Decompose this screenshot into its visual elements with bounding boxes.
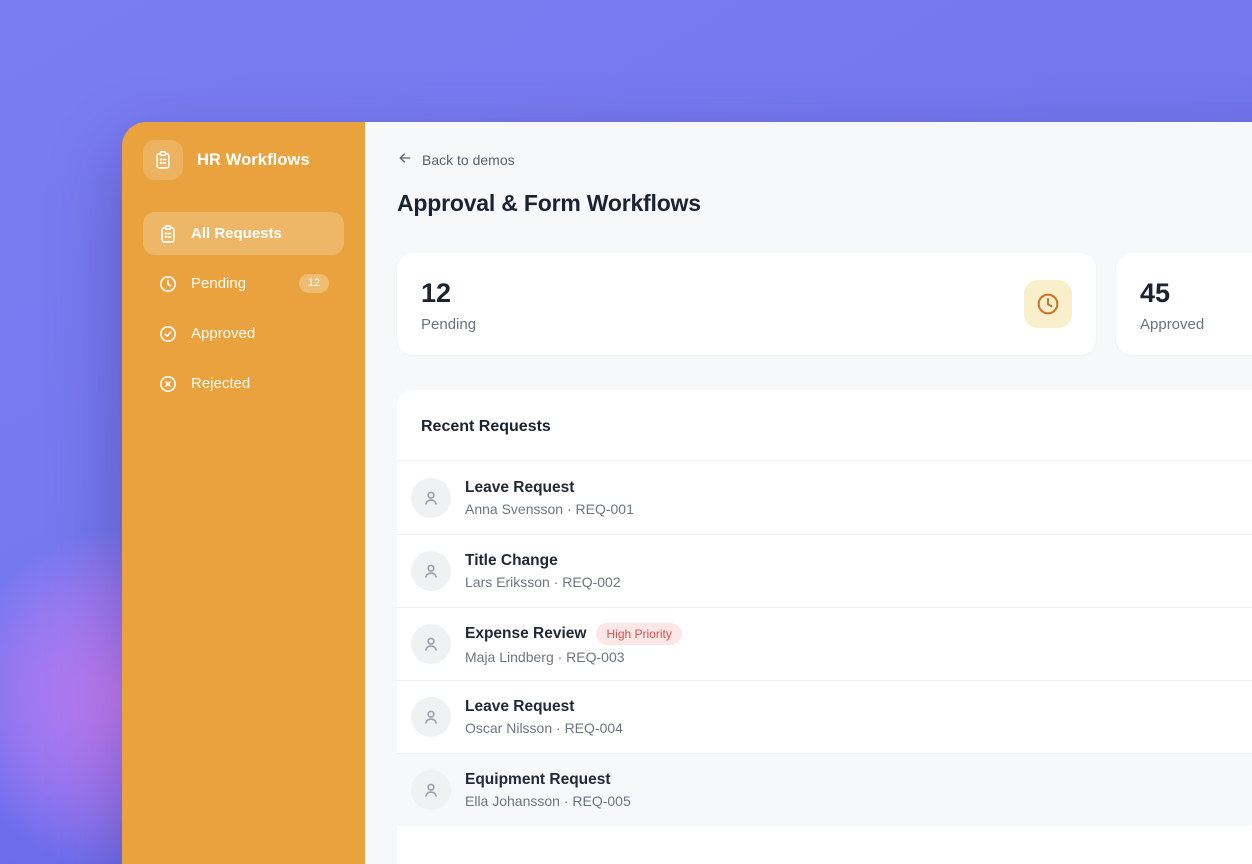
- request-meta: Oscar Nilsson · REQ-004: [465, 720, 623, 736]
- page-title: Approval & Form Workflows: [397, 190, 701, 216]
- recent-requests-heading: Recent Requests: [397, 390, 1252, 461]
- clock-icon: [1024, 280, 1072, 328]
- request-text: Equipment Request Ella Johansson · REQ-0…: [465, 771, 631, 809]
- back-link-label: Back to demos: [422, 151, 515, 168]
- request-title: Leave Request: [465, 478, 575, 496]
- request-row[interactable]: Title Change Lars Eriksson · REQ-002: [397, 534, 1252, 607]
- clock-icon: [158, 274, 178, 294]
- request-title: Leave Request: [465, 698, 575, 715]
- request-title: Expense Review: [465, 625, 587, 642]
- request-meta: Ella Johansson · REQ-005: [465, 793, 631, 809]
- request-row[interactable]: Leave Request Oscar Nilsson · REQ-004: [397, 680, 1252, 753]
- stat-value: 45: [1140, 278, 1171, 308]
- request-text: Title Change Lars Eriksson · REQ-002: [465, 552, 621, 590]
- sidebar-item-pending[interactable]: Pending 12: [143, 262, 344, 305]
- request-row[interactable]: Expense Review High Priority Maja Lindbe…: [397, 607, 1252, 680]
- sidebar-nav: All Requests Pending 12: [143, 212, 344, 405]
- brand-label: HR Workflows: [197, 150, 310, 169]
- person-icon: [411, 477, 451, 518]
- stat-value: 12: [421, 278, 452, 308]
- clipboard-icon: [143, 140, 183, 180]
- x-circle-icon: [158, 374, 178, 394]
- app-window: HR Workflows All Requests: [122, 122, 1252, 864]
- stat-label: Pending: [421, 316, 477, 333]
- request-row[interactable]: Leave Request Anna Svensson · REQ-001: [397, 461, 1252, 534]
- request-title: Equipment Request: [465, 771, 611, 788]
- recent-requests-card: Recent Requests Leave Request Anna Svens…: [397, 390, 1252, 864]
- request-meta: Lars Eriksson · REQ-002: [465, 574, 621, 590]
- brand: HR Workflows: [143, 140, 344, 180]
- request-text: Leave Request Anna Svensson · REQ-001: [465, 479, 634, 517]
- sidebar-item-rejected[interactable]: Rejected: [143, 362, 344, 405]
- request-meta: Anna Svensson · REQ-001: [465, 500, 634, 517]
- sidebar-item-all-requests[interactable]: All Requests: [143, 212, 344, 255]
- back-link[interactable]: Back to demos: [397, 150, 515, 169]
- pending-count-badge: 12: [298, 274, 329, 293]
- sidebar: HR Workflows All Requests: [122, 122, 365, 864]
- person-icon: [411, 551, 451, 591]
- request-text: Expense Review High Priority Maja Lindbe…: [465, 623, 682, 665]
- sidebar-item-label: Pending: [191, 275, 247, 292]
- arrow-left-icon: [397, 150, 413, 169]
- high-priority-badge: High Priority: [596, 623, 682, 645]
- stat-card-approved: 45 Approved: [1116, 253, 1252, 355]
- request-meta: Maja Lindberg · REQ-003: [465, 649, 625, 665]
- stat-label: Approved: [1140, 316, 1205, 333]
- person-icon: [411, 697, 451, 737]
- sidebar-item-label: Approved: [191, 325, 256, 342]
- request-row[interactable]: Equipment Request Ella Johansson · REQ-0…: [397, 753, 1252, 826]
- clipboard-icon: [158, 224, 178, 244]
- sidebar-item-approved[interactable]: Approved: [143, 312, 344, 355]
- check-circle-icon: [158, 324, 178, 344]
- request-title: Title Change: [465, 552, 558, 569]
- request-text: Leave Request Oscar Nilsson · REQ-004: [465, 698, 623, 736]
- stats-row: 12 Pending 45 Approved: [397, 253, 1252, 355]
- sidebar-item-label: All Requests: [191, 225, 282, 242]
- sidebar-item-label: Rejected: [191, 375, 251, 392]
- person-icon: [411, 770, 451, 810]
- stat-card-pending: 12 Pending: [397, 253, 1096, 355]
- person-icon: [411, 624, 451, 664]
- main-content: Back to demos Approval & Form Workflows …: [365, 122, 1252, 864]
- stat-text: 12 Pending: [421, 277, 477, 334]
